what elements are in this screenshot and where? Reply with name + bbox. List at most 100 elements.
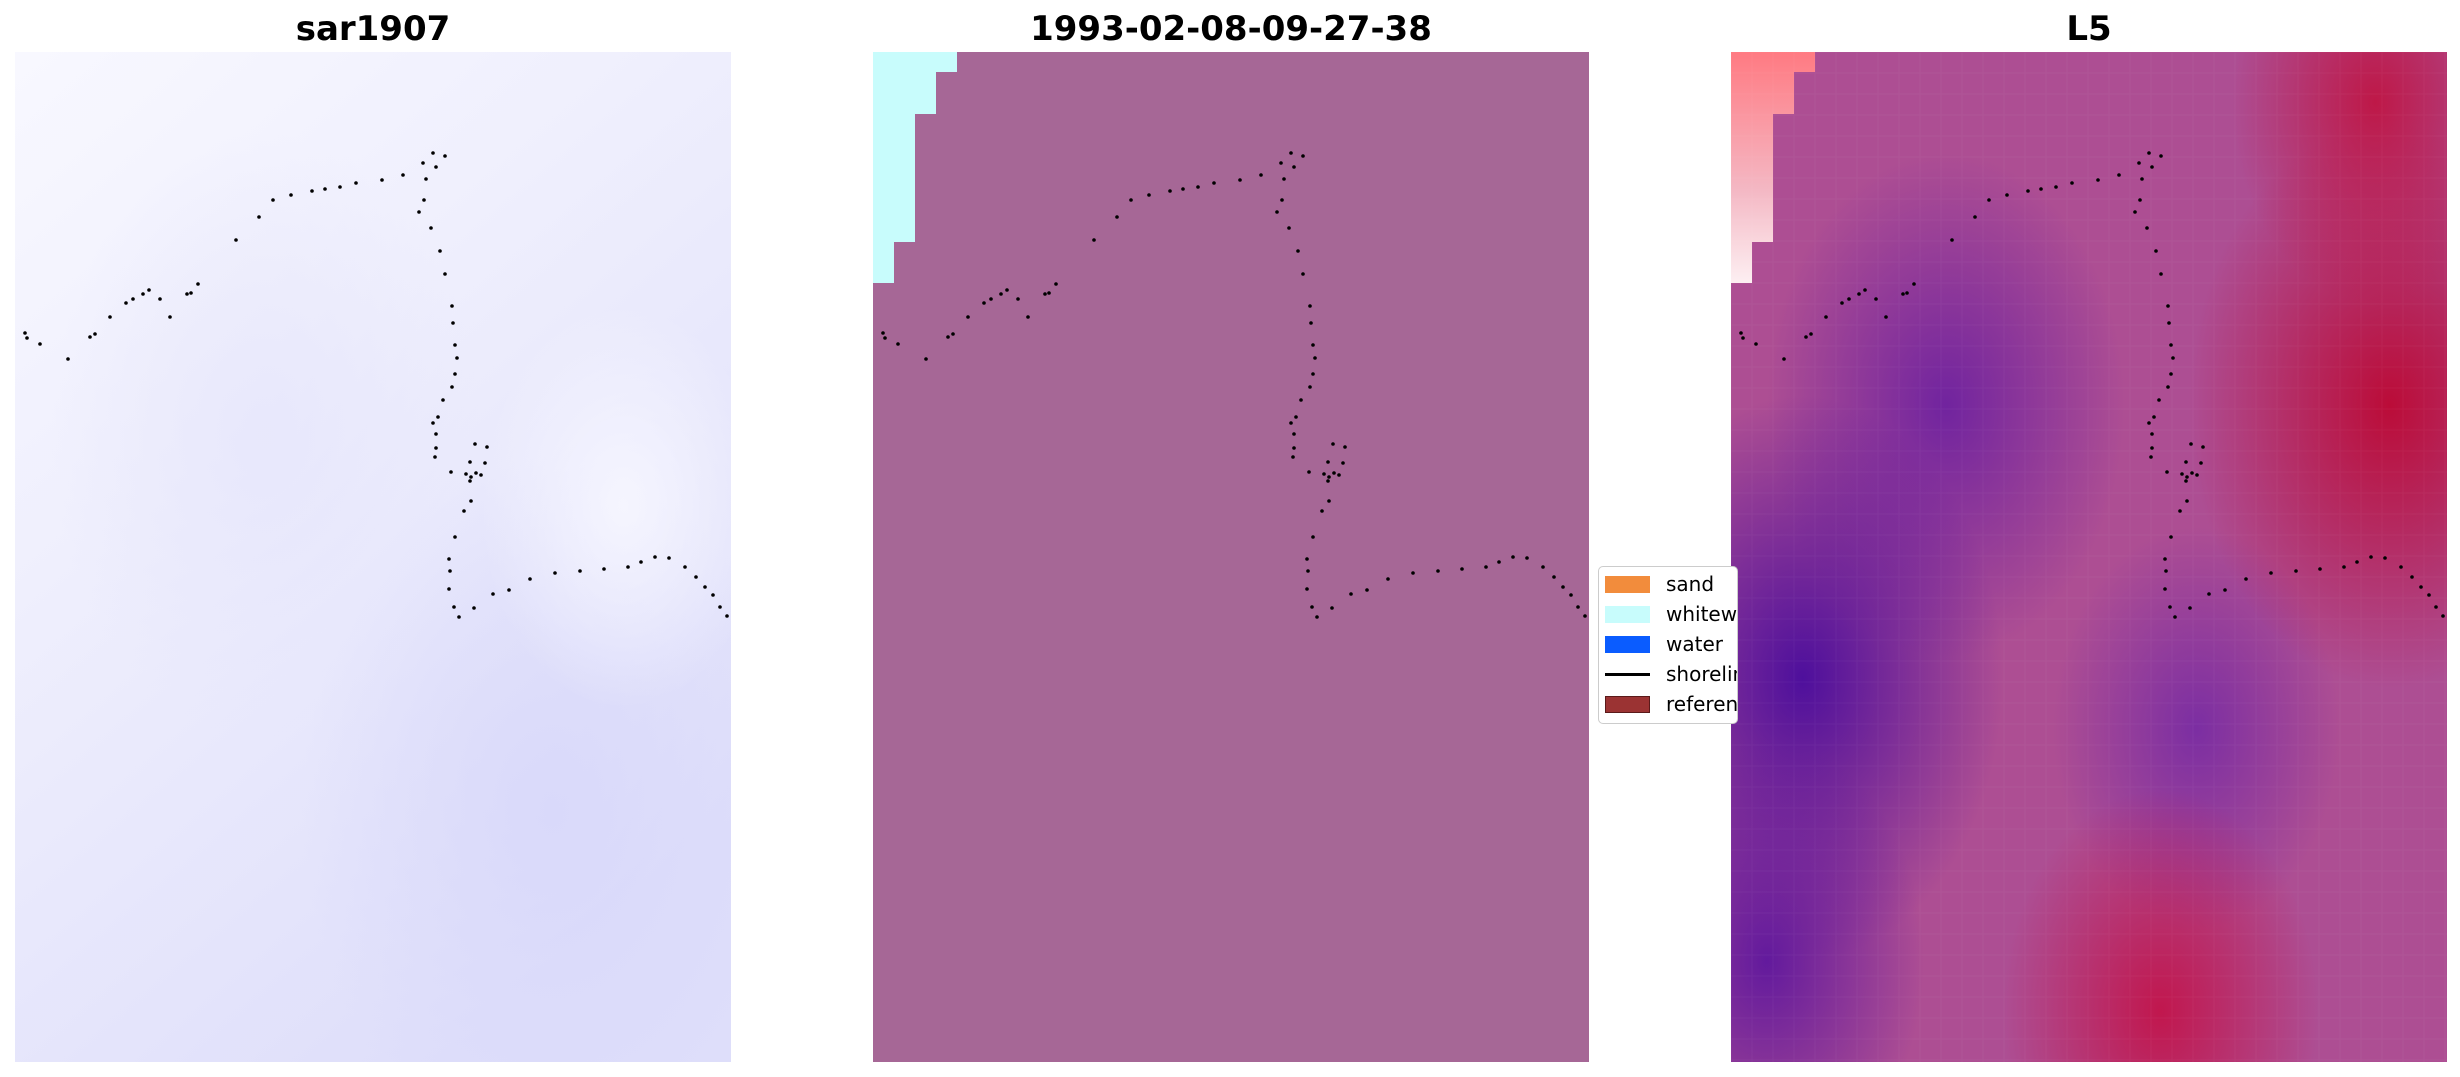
shoreline-dot [1280, 198, 1284, 202]
sar-image-panel [15, 52, 731, 1062]
shoreline-dot [2163, 587, 2167, 591]
shoreline-dot [946, 335, 950, 339]
legend-item-shoreline: shoreline [1605, 660, 1737, 688]
sand-swatch [1605, 575, 1650, 593]
shoreline-dot [924, 357, 928, 361]
shoreline-dot [2171, 356, 2175, 360]
shoreline-dot [485, 445, 489, 449]
shoreline-dot [1047, 291, 1051, 295]
shoreline-dot [1576, 605, 1580, 609]
shoreline-dot [168, 315, 172, 319]
shoreline-dot [2154, 249, 2158, 253]
shoreline-dot [434, 432, 438, 436]
sar-image [15, 52, 731, 1062]
shoreline-dot [2137, 161, 2141, 165]
shoreline-dot [703, 585, 707, 589]
shoreline-dot [1741, 336, 1745, 340]
shoreline-dot [1092, 238, 1096, 242]
shoreline-dot [1005, 288, 1009, 292]
shoreline-dot [1460, 567, 1464, 571]
shoreline-dot [2419, 585, 2423, 589]
shoreline-dot [1315, 615, 1319, 619]
shoreline-dot [1739, 331, 1743, 335]
shoreline-dot [2150, 165, 2154, 169]
shoreline-dot [1857, 292, 1861, 296]
legend-item-sand: sand [1605, 570, 1737, 598]
shoreline-dot [2188, 606, 2192, 610]
shoreline-dot [718, 605, 722, 609]
shoreline-dot [1349, 592, 1353, 596]
shoreline-dot [896, 342, 900, 346]
shoreline-dot [462, 509, 466, 513]
shoreline-dots [881, 151, 1587, 619]
shoreline-dot [1322, 472, 1326, 476]
shoreline-dot [472, 606, 476, 610]
shoreline-dot [474, 471, 478, 475]
shoreline-dot [66, 357, 70, 361]
shoreline-dot [1311, 343, 1315, 347]
shoreline-dot [999, 292, 1003, 296]
shoreline-dot [1863, 288, 1867, 292]
shoreline-dot [453, 535, 457, 539]
shoreline-dot [711, 593, 715, 597]
l5-image-panel [1731, 52, 2447, 1062]
shoreline-dot [422, 198, 426, 202]
shoreline-dot [1561, 585, 1565, 589]
shoreline-dot [2150, 446, 2154, 450]
shoreline-dot [185, 292, 189, 296]
shoreline-dot [553, 571, 557, 575]
shoreline-dot [1301, 272, 1305, 276]
shoreline-dot [2434, 605, 2438, 609]
shoreline-dot [1436, 569, 1440, 573]
shoreline-dot [1884, 315, 1888, 319]
shoreline-dot [449, 470, 453, 474]
shoreline-dot [667, 556, 671, 560]
shoreline-dot [2070, 181, 2074, 185]
shoreline-dot [196, 282, 200, 286]
shoreline-dot [483, 461, 487, 465]
shoreline-dot [2207, 592, 2211, 596]
shoreline-dot [455, 356, 459, 360]
shoreline-dot [1901, 292, 1905, 296]
shoreline-dot [189, 291, 193, 295]
shoreline-dot [453, 343, 457, 347]
shoreline-dot [438, 249, 442, 253]
shoreline-dot [141, 292, 145, 296]
shoreline-dot [441, 398, 445, 402]
whitewater-swatch [1605, 605, 1650, 623]
shoreline-dot [1341, 461, 1345, 465]
shoreline-dot [1326, 460, 1330, 464]
shoreline-dot [424, 177, 428, 181]
shoreline-dot [683, 565, 687, 569]
shoreline-dot [881, 331, 885, 335]
shoreline-dot [1301, 154, 1305, 158]
shoreline-dot [2165, 470, 2169, 474]
shoreline-dot [653, 555, 657, 559]
shoreline-dots [23, 151, 729, 619]
shoreline-dot [1289, 151, 1293, 155]
shoreline-dot [1129, 198, 1133, 202]
shoreline-dot [2167, 321, 2171, 325]
shoreline-dot [1484, 565, 1488, 569]
shoreline-dot [1497, 560, 1501, 564]
legend-label-whitewater: whitewater [1666, 602, 1738, 626]
legend-label-sand: sand [1666, 572, 1715, 596]
shoreline-dot [951, 332, 955, 336]
shoreline-dot [2039, 187, 2043, 191]
shoreline-dot [2147, 421, 2151, 425]
shoreline-dot [1291, 455, 1295, 459]
shoreline-dot [88, 335, 92, 339]
shoreline-dot [234, 238, 238, 242]
shoreline-dot [2150, 432, 2154, 436]
shoreline-dot [966, 315, 970, 319]
shoreline-dot [2054, 185, 2058, 189]
shoreline-dot [602, 567, 606, 571]
shoreline-dot [1912, 282, 1916, 286]
shoreline-dot [2163, 557, 2167, 561]
shoreline-dot [2185, 499, 2189, 503]
shoreline-dot [2244, 577, 2248, 581]
shoreline-dot [1824, 315, 1828, 319]
shoreline-dot [443, 154, 447, 158]
reference-swatch [1605, 695, 1650, 713]
shoreline-dot [2159, 154, 2163, 158]
